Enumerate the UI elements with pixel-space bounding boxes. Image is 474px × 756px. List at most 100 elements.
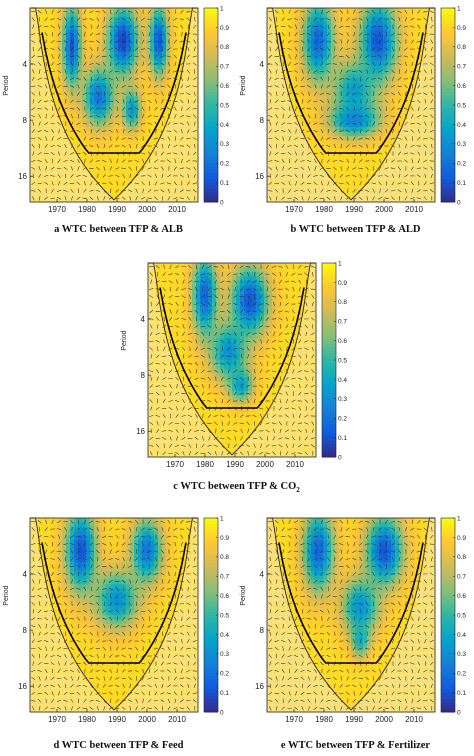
heat-cell xyxy=(283,96,288,102)
heat-cell xyxy=(38,131,43,137)
heat-cell xyxy=(295,127,300,133)
phase-arrow xyxy=(391,106,395,111)
heat-cell xyxy=(154,25,159,31)
heat-cell xyxy=(58,47,63,53)
heat-cell xyxy=(114,38,119,44)
heat-cell xyxy=(315,30,320,36)
phase-arrow xyxy=(115,189,119,193)
phase-arrow xyxy=(358,84,363,88)
phase-arrow xyxy=(147,70,152,73)
heat-cell xyxy=(66,34,71,40)
heat-cell xyxy=(94,21,99,27)
heat-cell xyxy=(182,140,187,146)
phase-arrow xyxy=(346,158,349,164)
heat-cell xyxy=(34,157,39,163)
heat-cell xyxy=(146,153,151,159)
heat-cell xyxy=(319,34,324,40)
heat-cell xyxy=(423,52,428,58)
phase-arrow xyxy=(269,99,271,104)
heat-cell xyxy=(295,74,300,80)
phase-arrow xyxy=(135,136,139,141)
heat-cell xyxy=(351,149,356,155)
heat-cell xyxy=(66,65,71,71)
heat-cell xyxy=(102,153,107,159)
phase-arrow xyxy=(122,99,125,104)
heat-cell xyxy=(166,74,171,80)
heat-cell xyxy=(66,43,71,49)
heat-cell xyxy=(126,100,131,106)
heat-cell xyxy=(391,118,396,124)
heat-cell xyxy=(146,179,151,185)
heat-cell xyxy=(391,65,396,71)
phase-arrow xyxy=(377,70,383,73)
heat-cell xyxy=(30,91,35,97)
heat-cell xyxy=(74,144,79,150)
heat-cell xyxy=(78,65,83,71)
heat-cell xyxy=(166,60,171,66)
heat-cell xyxy=(34,74,39,80)
heat-cell xyxy=(42,8,47,14)
phase-arrow xyxy=(95,55,100,58)
heat-cell xyxy=(106,149,111,155)
heat-cell xyxy=(94,166,99,172)
heat-cell xyxy=(419,8,424,14)
heat-cell xyxy=(335,60,340,66)
heat-cell xyxy=(70,179,75,185)
heat-cell xyxy=(367,105,372,111)
heat-cell xyxy=(182,153,187,159)
heat-cell xyxy=(375,197,380,203)
phase-arrow xyxy=(307,136,311,141)
heat-cell xyxy=(58,175,63,181)
heat-cell xyxy=(30,118,35,124)
heat-cell xyxy=(174,153,179,159)
phase-arrow xyxy=(154,54,158,59)
heat-cell xyxy=(383,193,388,199)
heat-cell xyxy=(367,144,372,150)
heat-cell xyxy=(154,78,159,84)
phase-arrow xyxy=(167,121,171,126)
heat-cell xyxy=(323,21,328,27)
heat-cell xyxy=(114,118,119,124)
heat-cell xyxy=(186,197,191,203)
heat-cell xyxy=(339,157,344,163)
heat-cell xyxy=(54,197,59,203)
heat-cell xyxy=(126,166,131,172)
heat-cell xyxy=(38,157,43,163)
phase-arrow xyxy=(332,137,338,140)
heat-cell xyxy=(303,113,308,119)
heat-cell xyxy=(343,113,348,119)
heat-cell xyxy=(98,157,103,163)
heat-cell xyxy=(427,69,432,75)
heat-cell xyxy=(174,30,179,36)
heat-cell xyxy=(271,157,276,163)
heat-cell xyxy=(66,30,71,36)
heat-cell xyxy=(311,82,316,88)
heat-cell xyxy=(299,149,304,155)
heat-cell xyxy=(66,131,71,137)
heat-cell xyxy=(323,87,328,93)
heat-cell xyxy=(50,193,55,199)
heat-cell xyxy=(50,38,55,44)
heat-cell xyxy=(403,52,408,58)
phase-arrow xyxy=(269,121,272,126)
heat-cell xyxy=(194,162,199,168)
heat-cell xyxy=(275,157,280,163)
heat-cell xyxy=(130,149,135,155)
heat-cell xyxy=(391,69,396,75)
phase-arrow xyxy=(102,159,107,163)
phase-arrow xyxy=(57,70,62,73)
heat-cell xyxy=(138,34,143,40)
heat-cell xyxy=(126,171,131,177)
caption-text: a WTC between TFP & xyxy=(54,224,162,235)
heat-cell xyxy=(66,113,71,119)
heat-cell xyxy=(303,171,308,177)
heat-cell xyxy=(30,171,35,177)
phase-arrow xyxy=(31,76,35,81)
heat-cell xyxy=(363,74,368,80)
heat-cell xyxy=(323,25,328,31)
heat-cell xyxy=(431,47,436,53)
heat-cell xyxy=(134,25,139,31)
heat-cell xyxy=(150,100,155,106)
colorbar-tick-label: 0.4 xyxy=(220,122,229,129)
heat-cell xyxy=(363,179,368,185)
